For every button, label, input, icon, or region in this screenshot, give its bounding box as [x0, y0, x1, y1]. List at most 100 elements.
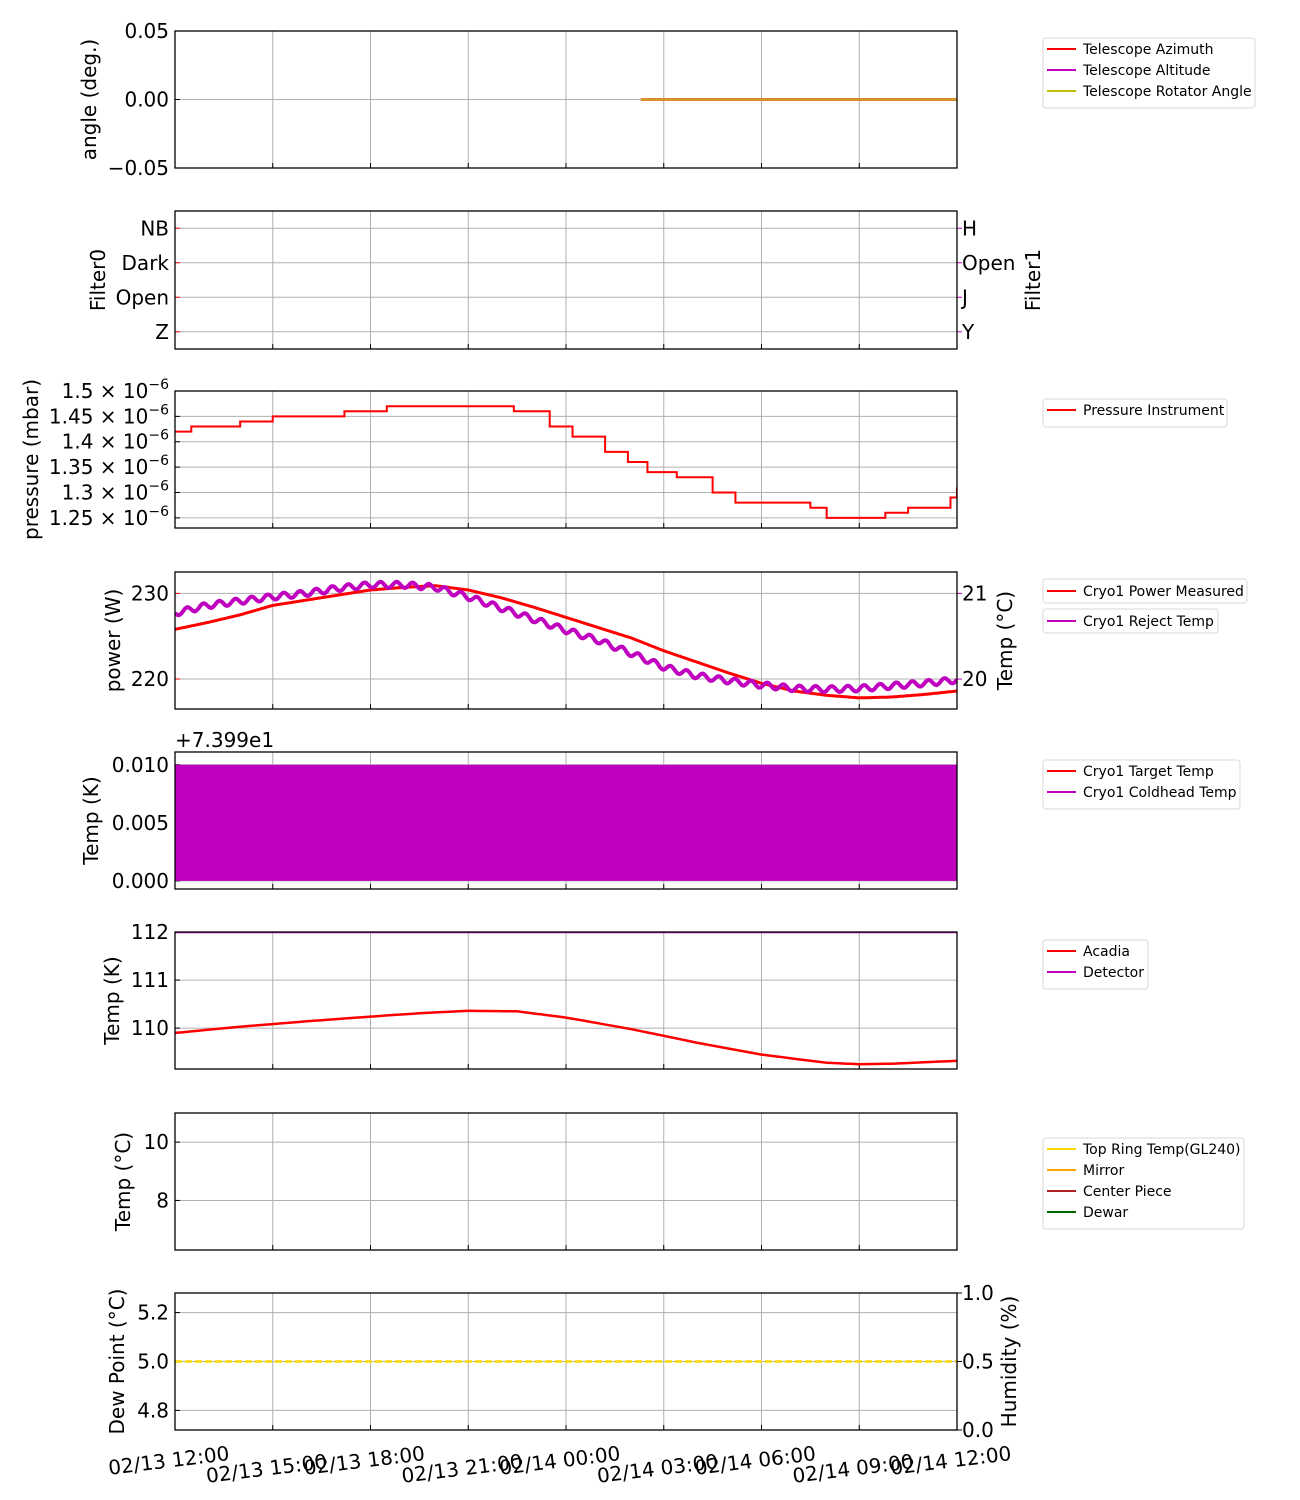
legend-label: Acadia: [1083, 944, 1130, 960]
legend-box: [1042, 578, 1248, 604]
y-tick-label: Open: [116, 285, 169, 309]
series-group: [175, 764, 957, 881]
series-acadia: [175, 1009, 957, 1066]
plot-frame: [174, 571, 958, 710]
series-group: [175, 932, 957, 1066]
legend-label: Telescope Rotator Angle: [1082, 84, 1252, 100]
legend-label: Top Ring Temp(GL240): [1082, 1142, 1241, 1158]
plot-frame: [174, 931, 958, 1070]
y-tick-label: 230: [131, 581, 169, 605]
y-tick-label: 111: [131, 968, 169, 992]
panel-pressure: 1.5 × 10−61.45 × 10−61.4 × 10−61.35 × 10…: [19, 377, 958, 540]
legend-box: [1042, 939, 1149, 990]
legend-label: Telescope Azimuth: [1082, 42, 1213, 58]
legend-label: Cryo1 Coldhead Temp: [1083, 785, 1237, 801]
y-tick-label: 1.45 × 10−6: [49, 402, 169, 428]
y-axis-label: Filter0: [86, 249, 110, 311]
y-tick-label: 1.4 × 10−6: [62, 428, 169, 454]
plot-frame: [174, 210, 958, 350]
legend-telescope-temps: Top Ring Temp(GL240) Mirror Center Piece De…: [1042, 1137, 1245, 1230]
plot-frame: [174, 1112, 958, 1251]
legend-box: [1042, 608, 1219, 634]
plot-frame: [174, 390, 958, 529]
legend-label: Pressure Instrument: [1083, 403, 1225, 419]
x-tick-label: 02/14 12:00: [889, 1441, 1013, 1480]
plot-frame: [174, 751, 958, 890]
y-tick-label: 0.05: [124, 19, 169, 43]
legend-label: Dewar: [1083, 1205, 1128, 1221]
legend-box: [1042, 1137, 1245, 1230]
y-axis-label: pressure (mbar): [19, 379, 43, 540]
legend-box: [1042, 759, 1241, 810]
legend-label: Cryo1 Reject Temp: [1083, 614, 1214, 630]
y-right-tick-label: Y: [961, 320, 975, 344]
panel-cryo-temp: 0.010 0.005 0.000 Temp (K) +7.399e1: [79, 728, 958, 893]
legend-cryo-power: Cryo1 Power Measured: [1042, 578, 1248, 604]
legend-label: Cryo1 Target Temp: [1083, 764, 1214, 780]
y-tick-label: 112: [131, 920, 169, 944]
y-right-tick-label: 1.0: [962, 1281, 994, 1305]
y-axis-label: power (W): [101, 589, 125, 693]
y-tick-label: 220: [131, 667, 169, 691]
y-tick-label: Dark: [122, 251, 170, 275]
y-axis-label-right: Humidity (%): [997, 1296, 1021, 1428]
y-tick-label: 1.25 × 10−6: [49, 504, 169, 530]
series-group: [175, 405, 957, 519]
series-pressure-instrument: [175, 405, 957, 519]
y-tick-label: 110: [131, 1016, 169, 1040]
plot-frame: [174, 1292, 958, 1431]
y-tick-label: 0.00: [124, 88, 169, 112]
y-right-tick-label: Open: [962, 251, 1015, 275]
y-tick-label: 0.005: [112, 811, 169, 835]
legend-label: Center Piece: [1083, 1184, 1172, 1200]
legend-label: Telescope Altitude: [1082, 63, 1211, 79]
y-axis-label: Dew Point (°C): [105, 1288, 129, 1434]
y-tick-label: Z: [155, 320, 169, 344]
y-right-tick-label: J: [960, 285, 968, 309]
y-tick-label: 10: [144, 1130, 169, 1154]
legend-cryo-power: Cryo1 Reject Temp: [1042, 608, 1219, 634]
series-cryo1-reject-temp: [175, 579, 957, 695]
y-tick-label: −0.05: [108, 156, 169, 180]
legend-pressure: Pressure Instrument: [1042, 398, 1228, 428]
panel-acadia-detector: 112 111 110 Temp (K): [100, 920, 958, 1070]
legend-box: [1042, 37, 1256, 109]
y-right-tick-label: 0.0: [962, 1418, 994, 1442]
legend-box: [1042, 398, 1228, 428]
y-tick-label: 1.5 × 10−6: [62, 377, 169, 403]
y-axis-label: Temp (K): [100, 956, 124, 1045]
panel-filters: NB Dark Open Z H Open JY Filter0 Filter1: [86, 210, 1045, 350]
panel-cryo-power: 230 220 21 20 power (W) Temp (°C): [101, 571, 1017, 710]
legend-label: Mirror: [1083, 1163, 1124, 1179]
y-axis-label-right: Filter1: [1021, 249, 1045, 311]
plot-frame: [174, 30, 958, 169]
y-tick-label: 4.8: [137, 1398, 169, 1422]
series-cryo1-power-measured: [175, 584, 957, 700]
series-cryo1-coldhead-temp: [175, 764, 957, 881]
y-tick-label: 5.2: [137, 1301, 169, 1325]
panel-dew-humidity: 5.2 5.0 4.8 1.0 0.5 0.0 Dew Point (°C) Humidity…: [105, 1281, 1021, 1442]
y-axis-label: Temp (K): [79, 776, 103, 865]
y-right-tick-label: H: [962, 216, 977, 240]
y-tick-label: 0.010: [112, 753, 169, 777]
legend-label: Detector: [1083, 965, 1144, 981]
panel-angles: 0.05 0.00 −0.05 angle (deg.): [77, 19, 958, 180]
y-tick-label: 1.35 × 10−6: [49, 453, 169, 479]
y-tick-label: NB: [140, 216, 169, 240]
y-right-tick-label: 21: [962, 581, 987, 605]
y-axis-label: angle (deg.): [77, 39, 101, 161]
y-axis-label: Temp (°C): [111, 1132, 135, 1232]
y-axis-label-right: Temp (°C): [993, 591, 1017, 691]
y-right-tick-label: 20: [962, 667, 987, 691]
y-tick-label: 0.000: [112, 869, 169, 893]
y-right-tick-label: 0.5: [962, 1350, 994, 1374]
y-tick-label: 1.3 × 10−6: [62, 478, 169, 504]
legend-cryo-temp: Cryo1 Target Temp Cryo1 Coldhead Temp: [1042, 759, 1241, 810]
legend-angles: Telescope Azimuth Telescope Altitude Teles…: [1042, 37, 1256, 109]
series-group: [175, 579, 957, 700]
offset-text: +7.399e1: [175, 728, 274, 752]
legend-label: Cryo1 Power Measured: [1083, 584, 1244, 600]
legend-acadia-detector: Acadia Detector: [1042, 939, 1149, 990]
